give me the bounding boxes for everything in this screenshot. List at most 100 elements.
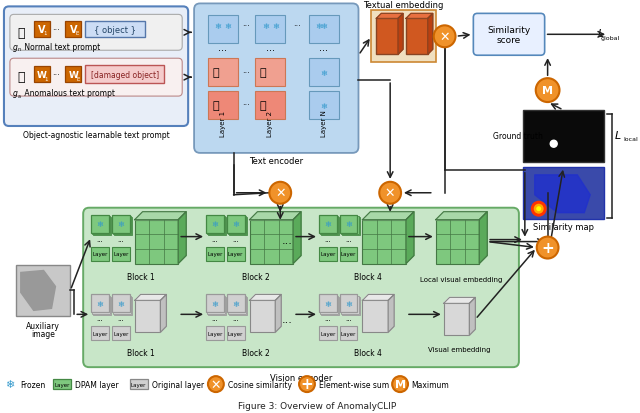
Bar [207,296,225,314]
Text: ···: ··· [242,101,250,110]
Text: Layer 1: Layer 1 [220,111,226,137]
FancyBboxPatch shape [4,7,188,127]
Text: ❄: ❄ [272,22,279,31]
Bar [436,220,479,264]
Text: Layer N: Layer N [321,110,327,137]
Text: ···: ··· [97,318,104,323]
Bar [34,67,49,83]
Text: ...: ... [282,235,292,245]
Bar [255,92,285,120]
Text: Similarity
score: Similarity score [488,26,531,45]
Polygon shape [293,212,301,264]
Bar [115,218,132,235]
Polygon shape [428,14,433,55]
Bar [34,22,49,38]
Text: ❄: ❄ [117,299,124,308]
Polygon shape [179,212,186,264]
Polygon shape [469,298,476,335]
Text: ···: ··· [345,318,352,323]
Text: E: E [77,76,80,81]
Bar [208,17,237,44]
Text: Text encoder: Text encoder [249,157,303,166]
Text: Block 1: Block 1 [127,348,154,357]
Polygon shape [250,212,301,220]
FancyBboxPatch shape [10,59,182,97]
Bar [321,218,339,235]
Text: ✕: ✕ [440,31,450,44]
Bar [229,297,247,315]
Text: ❄: ❄ [324,299,332,308]
Text: +: + [541,240,554,255]
Text: Block 2: Block 2 [242,348,269,357]
Circle shape [299,376,315,392]
Bar [91,295,109,313]
Bar [523,111,604,162]
Bar [206,295,224,313]
Text: Auxiliary: Auxiliary [26,321,60,330]
Circle shape [550,141,557,148]
Text: Ground truth: Ground truth [493,132,543,141]
Text: Layer: Layer [113,331,129,336]
Bar [362,220,406,264]
Bar [309,17,339,44]
Bar [444,304,469,335]
Text: ···: ··· [324,318,331,323]
Text: ❄: ❄ [5,379,15,389]
Bar [206,327,224,340]
Bar [341,296,358,314]
Bar [362,301,388,332]
Text: ✕: ✕ [275,187,285,200]
Text: 🔥: 🔥 [260,68,266,78]
Bar [92,216,110,234]
Text: Layer 2: Layer 2 [268,111,273,137]
Text: 🔥: 🔥 [260,101,266,111]
Circle shape [380,183,401,204]
Polygon shape [406,14,433,19]
Text: ❄: ❄ [324,220,332,229]
Bar [229,218,247,235]
Text: Normal text prompt: Normal text prompt [22,43,100,52]
Bar [93,297,111,315]
FancyBboxPatch shape [474,14,545,56]
Bar [340,327,358,340]
Bar [309,59,339,87]
Text: 🔥: 🔥 [17,71,24,83]
Polygon shape [134,212,186,220]
Bar [371,12,436,63]
Text: ❄: ❄ [117,220,124,229]
Bar [320,216,338,234]
Text: ···: ··· [242,22,250,31]
Text: ···: ··· [319,46,328,56]
Bar [227,295,244,313]
Text: ···: ··· [211,318,218,323]
FancyBboxPatch shape [10,15,182,51]
Bar [406,19,428,55]
Bar [341,216,358,234]
Circle shape [392,376,408,392]
Text: Layer: Layer [207,331,223,336]
Polygon shape [275,295,281,332]
Bar [342,218,360,235]
Text: ···: ··· [211,238,218,244]
Polygon shape [535,176,590,213]
Text: Element-wise sum: Element-wise sum [319,380,389,389]
Bar [228,296,246,314]
Text: Layer: Layer [341,252,356,256]
Polygon shape [376,14,403,19]
Text: a: a [18,93,21,98]
Text: ❄: ❄ [232,220,239,229]
Bar [65,22,81,38]
Text: 1: 1 [44,31,47,36]
Polygon shape [444,298,476,304]
Text: 🔥: 🔥 [17,27,24,40]
Text: ❄: ❄ [345,220,352,229]
Text: [damaged object]: [damaged object] [91,71,159,79]
Bar [250,220,293,264]
Circle shape [434,26,456,48]
Bar [227,247,244,261]
Text: ···: ··· [232,238,239,244]
Text: local: local [623,137,637,142]
Polygon shape [250,295,281,301]
Bar [255,17,285,44]
Text: ✕: ✕ [211,377,221,391]
